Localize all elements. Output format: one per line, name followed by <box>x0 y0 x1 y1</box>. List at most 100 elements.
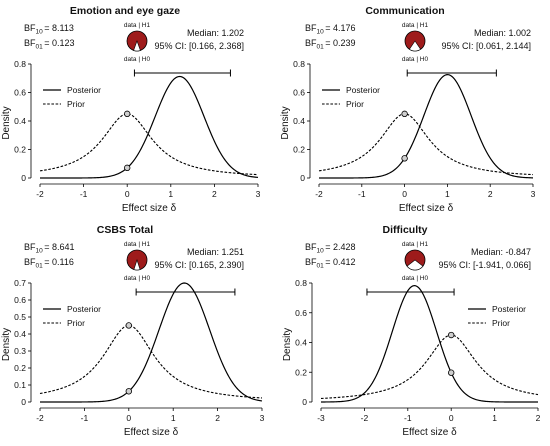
bf01-subscript: 01 <box>36 263 44 270</box>
credible-interval-bar <box>366 288 455 296</box>
panel-title: CSBS Total <box>97 224 153 236</box>
x-tick-label: -1 <box>80 189 88 199</box>
legend-prior-label: Prior <box>346 99 364 109</box>
x-axis-label: Effect size δ <box>402 427 457 438</box>
prior-line <box>39 324 263 399</box>
y-tick-label: 0.2 <box>295 367 307 377</box>
bf10-label: BF <box>305 242 317 252</box>
posterior-line <box>40 282 263 403</box>
bf10-subscript: 10 <box>317 248 325 255</box>
bf10-label: BF <box>305 23 317 33</box>
pie-h1-label: data | H1 <box>402 22 429 29</box>
x-tick-label: -3 <box>317 413 325 423</box>
posterior-point-at-zero <box>125 388 132 395</box>
bf10-text: BF10 = 8.113 <box>24 23 74 36</box>
x-tick-label: -1 <box>81 413 89 423</box>
prior-point-at-zero <box>123 110 131 118</box>
bf01-text: BF01 = 0.116 <box>24 257 74 270</box>
x-tick-label: -2 <box>315 189 323 199</box>
y-tick-label: 0.4 <box>14 329 26 339</box>
posterior-line <box>321 285 538 403</box>
y-tick-label: 0.8 <box>295 278 307 288</box>
x-tick-label: 2 <box>215 413 220 423</box>
y-axis-label: Density <box>282 328 293 361</box>
bf10-subscript: 10 <box>36 248 44 255</box>
legend-prior-label: Prior <box>67 318 85 328</box>
pie-h0-label: data | H0 <box>402 275 429 282</box>
panel-title: Emotion and eye gaze <box>70 5 180 17</box>
pie-h0-slice <box>406 259 424 271</box>
posterior-point-at-zero <box>123 164 131 172</box>
y-tick-label: 0.8 <box>293 59 305 69</box>
legend-posterior-label: Posterior <box>346 85 380 95</box>
x-tick-label: 3 <box>256 189 261 199</box>
x-tick-label: -1 <box>404 413 412 423</box>
bf01-label: BF <box>24 38 36 48</box>
legend-posterior-label: Posterior <box>67 304 101 314</box>
bf10-label: BF <box>24 23 36 33</box>
x-tick-label: 1 <box>168 189 173 199</box>
y-tick-label: 0 <box>300 173 305 183</box>
bf01-subscript: 01 <box>317 263 325 270</box>
y-tick-label: 0.6 <box>295 308 307 318</box>
x-tick-label: -2 <box>361 413 369 423</box>
pie-h0-slice <box>133 259 141 271</box>
y-axis-label: Density <box>280 106 291 139</box>
x-axis-label: Effect size δ <box>122 203 177 214</box>
y-tick-label: 0.4 <box>14 116 26 126</box>
ci-text: 95% CI: [0.166, 2.368] <box>154 41 244 51</box>
y-tick-label: 0.1 <box>14 380 26 390</box>
bf01-value: = 0.116 <box>44 257 74 267</box>
x-tick-label: 1 <box>171 413 176 423</box>
credible-interval-bar <box>135 288 236 296</box>
bf01-text: BF01 = 0.123 <box>24 38 75 51</box>
bf01-subscript: 01 <box>317 44 325 51</box>
y-tick-label: 0.6 <box>14 88 26 98</box>
median-text: Median: 1.002 <box>474 28 531 38</box>
pie-h0-label: data | H0 <box>124 56 151 63</box>
bf01-value: = 0.239 <box>325 38 355 48</box>
prior-line <box>39 113 259 176</box>
bf01-text: BF01 = 0.412 <box>305 257 356 270</box>
legend-posterior-label: Posterior <box>492 304 526 314</box>
median-text: Median: 1.202 <box>187 28 244 38</box>
posterior-line <box>319 74 534 179</box>
prior-point-at-zero <box>125 322 132 329</box>
bf10-value: = 2.428 <box>325 242 355 252</box>
bf01-text: BF01 = 0.239 <box>305 38 356 51</box>
x-tick-label: 0 <box>126 413 131 423</box>
x-tick-label: -2 <box>36 189 44 199</box>
legend: Posterior Prior <box>468 304 526 328</box>
posterior-line <box>40 75 259 179</box>
x-tick-label: 3 <box>531 189 536 199</box>
bf01-label: BF <box>305 257 317 267</box>
y-tick-label: 0.3 <box>14 346 26 356</box>
panel-1: Emotion and eye gaze BF10 = 8.113 BF01 = 0.1… <box>1 5 261 214</box>
bf10-subscript: 10 <box>36 29 44 36</box>
legend: Posterior Prior <box>43 304 101 328</box>
legend: Posterior Prior <box>43 85 101 109</box>
bf10-value: = 4.176 <box>325 23 355 33</box>
y-tick-label: 0.7 <box>14 278 26 288</box>
bf01-subscript: 01 <box>36 44 44 51</box>
y-tick-label: 0.4 <box>295 338 307 348</box>
y-tick-label: 0.2 <box>14 363 26 373</box>
pie-h1-label: data | H1 <box>124 22 151 29</box>
x-tick-label: 0 <box>449 413 454 423</box>
bf01-label: BF <box>24 257 36 267</box>
pie-h1-label: data | H1 <box>124 241 151 248</box>
y-tick-label: 0.2 <box>14 145 26 155</box>
bf01-value: = 0.412 <box>325 257 355 267</box>
prior-point-at-zero <box>401 110 408 118</box>
bf10-text: BF10 = 4.176 <box>305 23 356 36</box>
bf10-value: = 8.113 <box>44 23 74 33</box>
x-tick-label: 1 <box>445 189 450 199</box>
pie-h0-label: data | H0 <box>402 56 429 63</box>
ci-text: 95% CI: [0.165, 2.390] <box>154 260 244 270</box>
panel-title: Difficulty <box>383 224 428 236</box>
x-tick-label: 2 <box>536 413 541 423</box>
y-axis-label: Density <box>1 106 12 139</box>
pie-h0-slice <box>408 40 422 52</box>
